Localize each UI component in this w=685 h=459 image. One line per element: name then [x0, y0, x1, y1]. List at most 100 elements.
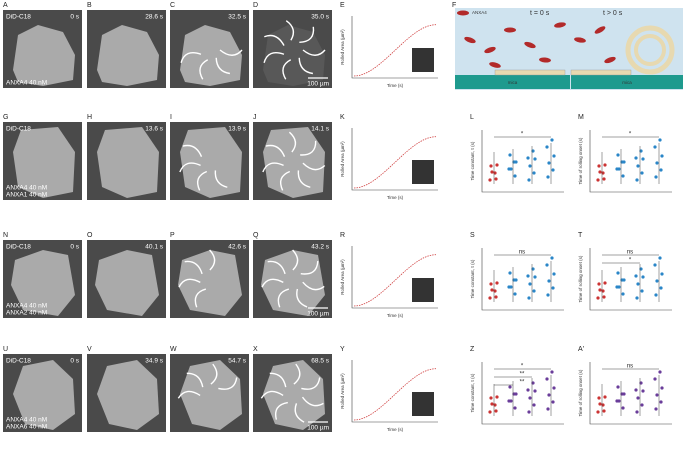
membrane-patch — [97, 127, 159, 198]
time-right: t > 0 s — [603, 10, 623, 17]
data-point — [616, 153, 620, 157]
data-point — [597, 282, 601, 286]
data-point — [508, 153, 512, 157]
data-point — [636, 396, 640, 400]
protein-label: ANXA1 40 nM — [6, 192, 47, 199]
panel-letter: K — [340, 114, 345, 121]
y-label: Time constant, τ (s) — [470, 373, 475, 412]
data-point — [634, 156, 638, 160]
time-label: 13.6 s — [145, 126, 163, 133]
data-point — [490, 402, 494, 406]
rolled-tubes — [177, 363, 238, 399]
membrane-patch — [13, 360, 75, 430]
panel-letter: F — [452, 2, 456, 9]
data-point — [602, 409, 606, 413]
panel-letter: O — [87, 232, 93, 239]
data-point — [636, 164, 640, 168]
protein-label: ANXA4 40 nM — [6, 303, 47, 310]
sig-label: ns — [627, 364, 633, 370]
panel-letter: V — [87, 346, 92, 353]
data-point — [660, 154, 664, 158]
data-point — [596, 296, 600, 300]
data-point — [488, 410, 492, 414]
data-point — [508, 271, 512, 275]
panel-letter: M — [578, 114, 584, 121]
protein-label: ANXA6 40 nM — [6, 424, 47, 431]
data-point — [533, 157, 537, 161]
data-point — [635, 296, 639, 300]
membrane — [263, 20, 326, 86]
x-label: Time (s) — [387, 427, 404, 432]
time-label: 0 s — [70, 244, 79, 251]
data-point — [528, 164, 532, 168]
y-label: Time of rolling onset (s) — [578, 137, 583, 184]
time-label: 13.9 s — [228, 126, 246, 133]
x-label: Time (s) — [387, 83, 404, 88]
data-point — [545, 145, 549, 149]
sig-label: * — [521, 132, 524, 138]
plot-axes — [351, 128, 438, 191]
membrane — [260, 360, 325, 430]
substrate — [571, 75, 683, 89]
panel-letter: B — [87, 2, 92, 9]
data-point — [546, 407, 550, 411]
legend-label: ANXA4 — [472, 10, 487, 15]
y-label: Rolled Area (µm²) — [340, 141, 345, 177]
membrane-patch — [97, 25, 159, 86]
data-point — [513, 406, 517, 410]
data-point — [659, 286, 663, 290]
time-label: 40.1 s — [145, 244, 163, 251]
data-point — [494, 409, 498, 413]
data-point — [546, 293, 550, 297]
data-point — [550, 370, 554, 374]
data-point — [617, 167, 621, 171]
data-point — [616, 385, 620, 389]
membrane — [261, 249, 325, 316]
data-point — [655, 161, 659, 165]
data-point — [660, 272, 664, 276]
bilayer — [494, 69, 566, 76]
time-label: 42.6 s — [228, 244, 246, 251]
bilayer — [570, 69, 632, 76]
data-point — [527, 296, 531, 300]
inset — [412, 392, 434, 416]
dye-label: DiD-C18 — [6, 244, 31, 251]
data-point — [494, 177, 498, 181]
data-point — [546, 175, 550, 179]
data-point — [533, 275, 537, 279]
sig-label: * — [521, 364, 524, 370]
y-label: Time of rolling onset (s) — [578, 255, 583, 302]
annexin — [484, 46, 496, 54]
membrane-patch — [178, 250, 242, 316]
y-label: Rolled Area (µm²) — [340, 29, 345, 65]
y-label: Time constant, τ (s) — [470, 259, 475, 298]
membrane-patch — [95, 250, 159, 316]
plot-axes — [481, 248, 564, 311]
rolled-tubes — [261, 249, 325, 308]
data-point — [654, 407, 658, 411]
panel-letter: Y — [340, 346, 345, 353]
membrane-patch — [263, 360, 325, 430]
data-point — [528, 282, 532, 286]
data-point — [513, 292, 517, 296]
panel-letter: C — [170, 2, 175, 9]
data-point — [660, 386, 664, 390]
data-point — [552, 154, 556, 158]
data-point — [635, 178, 639, 182]
protein-label: ANXA4 40 nM — [6, 417, 47, 424]
scale-label: 100 µm — [307, 425, 329, 432]
data-point — [602, 295, 606, 299]
substrate — [455, 75, 570, 89]
data-point — [655, 393, 659, 397]
dye-label: DiD-C18 — [6, 126, 31, 133]
y-label: Time of rolling onset (s) — [578, 369, 583, 416]
data-point — [603, 281, 607, 285]
data-point — [550, 138, 554, 142]
dye-label: DiD-C18 — [6, 358, 31, 365]
y-label: Rolled Area (µm²) — [340, 259, 345, 295]
data-point — [550, 256, 554, 260]
data-point — [659, 400, 663, 404]
data-point — [509, 399, 513, 403]
data-point — [616, 271, 620, 275]
scale-label: 100 µm — [307, 311, 329, 318]
